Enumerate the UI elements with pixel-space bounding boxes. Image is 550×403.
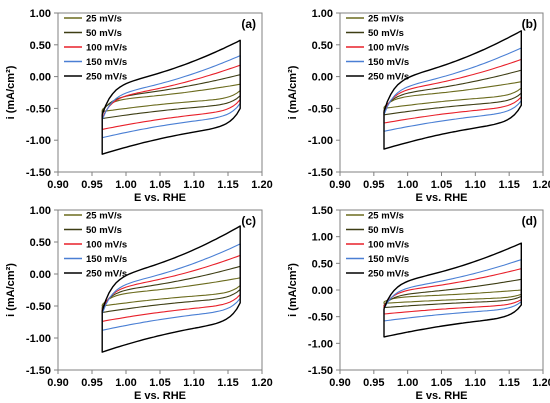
y-tick-label: 0.00	[30, 72, 51, 84]
y-tick-label: -0.50	[308, 312, 333, 324]
y-tick-label: -1.50	[308, 365, 333, 377]
legend-entry: 25 mV/s	[86, 14, 122, 25]
x-tick-label: 1.10	[183, 377, 204, 389]
y-axis-label: i (mA/cm²)	[5, 263, 17, 317]
y-tick-label: -1.50	[308, 167, 333, 179]
y-tick-label: -1.00	[26, 135, 51, 147]
x-axis-label: E vs. RHE	[416, 192, 468, 204]
y-tick-label: 1.00	[30, 205, 51, 217]
legend-entry: 250 mV/s	[368, 72, 409, 83]
x-tick-label: 1.05	[431, 179, 452, 191]
x-tick-label: 1.10	[465, 179, 486, 191]
panel-label: (d)	[522, 214, 537, 228]
y-axis-label: i (mA/cm²)	[287, 263, 299, 317]
legend-entry: 100 mV/s	[86, 240, 127, 251]
chart-panel-3: 1.00 0.50 0.00 -0.50 -1.00 -1.500.90 0.95 1.00 1…	[5, 205, 273, 402]
chart-panel-4: 1.50 1.00 0.50 0.00 -0.50 -1.00 -1.500.90 0.95 1…	[287, 205, 550, 402]
x-axis-label: E vs. RHE	[416, 390, 468, 402]
y-tick-label: 1.00	[312, 232, 333, 244]
x-tick-label: 1.00	[115, 377, 136, 389]
x-tick-label: 1.15	[217, 377, 238, 389]
x-tick-label: 0.90	[47, 377, 68, 389]
x-axis-label: E vs. RHE	[134, 192, 186, 204]
y-tick-label: -1.00	[308, 135, 333, 147]
legend-entry: 250 mV/s	[86, 269, 127, 280]
series-line-250-mV-s	[383, 242, 522, 338]
legend-entry: 50 mV/s	[368, 225, 404, 236]
x-tick-label: 1.10	[465, 377, 486, 389]
y-tick-label: 0.50	[30, 40, 51, 52]
y-tick-label: 1.00	[30, 8, 51, 20]
y-tick-label: -1.00	[26, 333, 51, 345]
legend-entry: 100 mV/s	[86, 43, 127, 54]
x-tick-label: 0.95	[363, 377, 384, 389]
y-axis-label: i (mA/cm²)	[287, 65, 299, 119]
y-axis-label: i (mA/cm²)	[5, 65, 17, 119]
x-tick-label: 1.00	[397, 179, 418, 191]
x-tick-label: 0.90	[329, 377, 350, 389]
panel-label: (b)	[522, 17, 537, 31]
legend-entry: 150 mV/s	[368, 254, 409, 265]
y-tick-label: 0.00	[30, 269, 51, 281]
y-tick-label: 0.50	[312, 258, 333, 270]
y-tick-label: 1.50	[312, 205, 333, 217]
y-tick-label: -0.50	[308, 103, 333, 115]
legend-entry: 50 mV/s	[86, 225, 122, 236]
x-tick-label: 1.00	[397, 377, 418, 389]
x-tick-label: 1.10	[183, 179, 204, 191]
x-tick-label: 1.05	[149, 179, 170, 191]
y-tick-label: 0.50	[30, 237, 51, 249]
series-line-250-mV-s	[383, 30, 522, 150]
legend-entry: 50 mV/s	[86, 28, 122, 39]
legend-entry: 150 mV/s	[368, 57, 409, 68]
x-tick-label: 0.90	[47, 179, 68, 191]
x-tick-label: 1.20	[532, 377, 550, 389]
series-line-25-mV-s	[101, 83, 241, 113]
legend-entry: 250 mV/s	[86, 72, 127, 83]
legend-entry: 150 mV/s	[86, 254, 127, 265]
x-tick-label: 1.00	[115, 179, 136, 191]
series-line-250-mV-s	[101, 39, 241, 155]
y-tick-label: 0.50	[312, 40, 333, 52]
x-tick-label: 1.20	[532, 179, 550, 191]
x-tick-label: 0.95	[81, 377, 102, 389]
series-line-250-mV-s	[101, 225, 241, 353]
x-tick-label: 1.15	[498, 377, 519, 389]
panel-label: (a)	[241, 17, 256, 31]
legend-entry: 25 mV/s	[368, 211, 404, 222]
legend-entry: 100 mV/s	[368, 43, 409, 54]
chart-panel-1: 1.00 0.50 0.00 -0.50 -1.00 -1.500.90 0.95 1.00 1…	[5, 8, 273, 204]
y-tick-label: 0.00	[312, 72, 333, 84]
y-tick-label: 0.00	[312, 285, 333, 297]
x-tick-label: 0.90	[329, 179, 350, 191]
legend-entry: 25 mV/s	[368, 14, 404, 25]
x-tick-label: 1.05	[431, 377, 452, 389]
y-tick-label: 1.00	[312, 8, 333, 20]
legend-entry: 50 mV/s	[368, 28, 404, 39]
y-tick-label: -1.50	[26, 167, 51, 179]
y-tick-label: -1.50	[26, 365, 51, 377]
legend-entry: 150 mV/s	[86, 57, 127, 68]
legend-entry: 250 mV/s	[368, 269, 409, 280]
x-tick-label: 1.20	[251, 377, 272, 389]
x-axis-label: E vs. RHE	[134, 390, 186, 402]
legend-entry: 25 mV/s	[86, 211, 122, 222]
x-tick-label: 0.95	[81, 179, 102, 191]
x-tick-label: 1.20	[251, 179, 272, 191]
y-tick-label: -0.50	[26, 103, 51, 115]
panel-label: (c)	[241, 214, 256, 228]
y-tick-label: -1.00	[308, 338, 333, 350]
chart-panel-2: 1.00 0.50 0.00 -0.50 -1.00 -1.500.90 0.95 1.00 1…	[287, 8, 550, 204]
x-tick-label: 1.15	[217, 179, 238, 191]
x-tick-label: 0.95	[363, 179, 384, 191]
x-tick-label: 1.05	[149, 377, 170, 389]
legend-entry: 100 mV/s	[368, 240, 409, 251]
x-tick-label: 1.15	[498, 179, 519, 191]
y-tick-label: -0.50	[26, 301, 51, 313]
